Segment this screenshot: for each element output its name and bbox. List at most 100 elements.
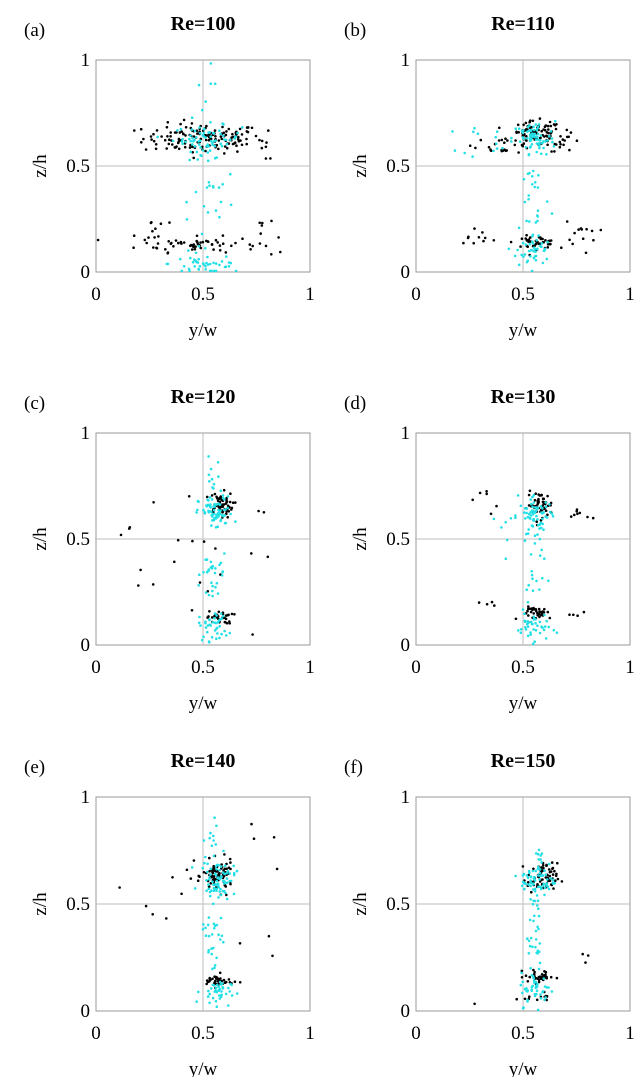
- data-point: [549, 501, 553, 505]
- data-point: [551, 878, 555, 881]
- data-point: [529, 145, 532, 148]
- data-point: [524, 517, 527, 520]
- data-point: [171, 143, 174, 146]
- data-point: [182, 265, 186, 268]
- data-point: [500, 526, 503, 529]
- data-point: [527, 952, 531, 955]
- data-point: [227, 978, 231, 981]
- data-point: [219, 495, 222, 498]
- data-point: [222, 869, 225, 872]
- data-point: [230, 244, 233, 248]
- data-point: [172, 245, 175, 248]
- data-point: [210, 844, 214, 848]
- data-point: [220, 632, 223, 636]
- data-point: [495, 504, 498, 508]
- data-point: [540, 511, 543, 514]
- data-point: [537, 497, 540, 501]
- data-point: [232, 873, 236, 877]
- data-point: [541, 141, 544, 145]
- data-point: [521, 991, 524, 995]
- data-point: [528, 119, 532, 122]
- data-point: [183, 145, 187, 149]
- data-point: [535, 520, 538, 523]
- data-point: [171, 876, 174, 879]
- series-black: [118, 822, 279, 990]
- data-point: [514, 874, 517, 878]
- data-point: [209, 137, 213, 141]
- x-axis-label: y/w: [189, 1059, 218, 1077]
- data-point: [531, 132, 534, 135]
- data-point: [223, 552, 226, 555]
- data-point: [572, 613, 575, 617]
- data-point: [533, 972, 536, 976]
- data-point: [197, 584, 200, 587]
- data-point: [201, 866, 205, 870]
- panel-letter: (e): [24, 757, 45, 778]
- data-point: [554, 874, 558, 878]
- data-point: [218, 980, 222, 984]
- data-point: [524, 626, 527, 629]
- data-point: [225, 871, 228, 875]
- data-point: [216, 461, 220, 464]
- data-point: [223, 872, 226, 876]
- data-point: [225, 500, 229, 503]
- data-point: [206, 923, 210, 927]
- data-point: [212, 834, 215, 838]
- y-tick-label: 0: [401, 1001, 411, 1022]
- data-point: [201, 149, 205, 152]
- data-point: [581, 952, 584, 956]
- data-point: [189, 139, 192, 143]
- data-point: [527, 605, 530, 608]
- data-point: [213, 816, 216, 819]
- data-point: [536, 899, 540, 903]
- data-point: [538, 871, 542, 875]
- data-point: [534, 608, 538, 611]
- data-point: [199, 624, 202, 627]
- y-axis-label: z/h: [350, 527, 371, 551]
- data-point: [531, 119, 535, 123]
- data-point: [237, 135, 240, 139]
- y-tick-label: 1: [401, 50, 411, 71]
- data-point: [481, 231, 484, 234]
- data-point: [513, 143, 517, 147]
- data-point: [545, 619, 548, 623]
- data-point: [538, 141, 541, 145]
- data-point: [215, 867, 218, 871]
- data-point: [541, 497, 545, 501]
- data-point: [220, 260, 224, 263]
- data-point: [260, 224, 264, 227]
- data-point: [222, 498, 226, 501]
- data-point: [151, 913, 154, 916]
- data-point: [189, 256, 192, 260]
- data-point: [226, 881, 229, 884]
- data-point: [526, 609, 529, 613]
- data-point: [541, 507, 544, 510]
- data-point: [590, 229, 594, 233]
- data-point: [202, 923, 205, 926]
- data-point: [217, 139, 221, 142]
- data-point: [528, 135, 532, 138]
- data-point: [573, 513, 576, 517]
- data-point: [472, 241, 476, 245]
- data-point: [200, 154, 203, 158]
- data-point: [209, 873, 212, 876]
- data-point: [204, 138, 208, 142]
- x-tick-label: 1: [305, 657, 315, 678]
- data-point: [213, 981, 216, 984]
- data-point: [218, 890, 221, 893]
- data-point: [547, 625, 550, 629]
- data-point: [198, 581, 202, 584]
- data-point: [515, 130, 518, 134]
- data-point: [228, 500, 232, 504]
- data-point: [535, 142, 539, 145]
- data-point: [222, 131, 226, 135]
- data-point: [545, 864, 548, 868]
- data-point: [228, 857, 232, 861]
- data-point: [215, 497, 219, 500]
- data-point: [226, 869, 230, 873]
- data-point: [182, 132, 185, 136]
- data-point: [160, 135, 163, 138]
- data-point: [530, 570, 533, 573]
- data-point: [225, 142, 229, 146]
- data-point: [218, 263, 221, 267]
